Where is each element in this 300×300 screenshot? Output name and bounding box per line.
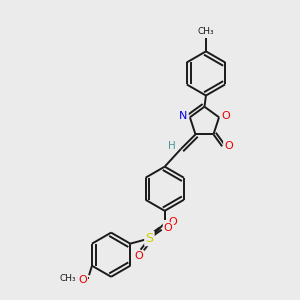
- Text: O: O: [135, 251, 143, 261]
- Text: H: H: [168, 141, 176, 151]
- Text: CH₃: CH₃: [59, 274, 76, 283]
- Text: O: O: [169, 217, 177, 227]
- Text: O: O: [164, 223, 172, 233]
- Text: N: N: [179, 111, 188, 121]
- Text: S: S: [146, 232, 153, 245]
- Text: O: O: [221, 111, 230, 121]
- Text: CH₃: CH₃: [198, 27, 214, 36]
- Text: O: O: [224, 141, 233, 151]
- Text: O: O: [78, 274, 87, 285]
